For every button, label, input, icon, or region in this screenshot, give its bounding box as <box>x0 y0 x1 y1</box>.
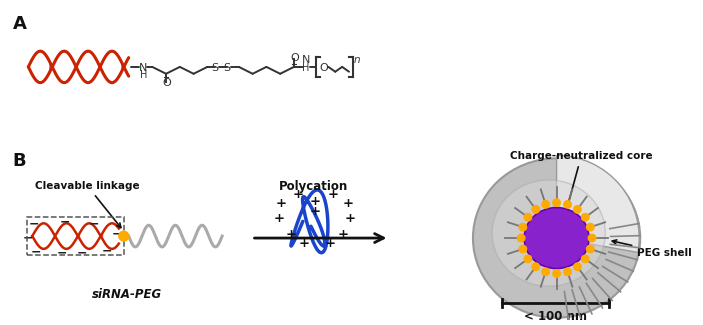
Text: N: N <box>302 55 310 65</box>
Text: S: S <box>224 63 231 73</box>
Text: N: N <box>139 63 148 73</box>
Text: +: + <box>292 188 304 201</box>
Circle shape <box>119 231 129 241</box>
Text: +: + <box>273 212 285 225</box>
Text: −: − <box>56 246 67 259</box>
Circle shape <box>574 206 581 213</box>
Ellipse shape <box>524 208 589 268</box>
Text: +: + <box>276 197 287 210</box>
Text: O: O <box>319 63 328 73</box>
Text: PEG shell: PEG shell <box>612 240 692 258</box>
Circle shape <box>586 223 594 231</box>
Text: −: − <box>29 218 39 231</box>
Circle shape <box>532 206 539 213</box>
Circle shape <box>542 268 549 276</box>
Circle shape <box>517 234 525 242</box>
Circle shape <box>581 214 589 221</box>
Circle shape <box>519 223 527 231</box>
Text: Polycation: Polycation <box>279 180 348 193</box>
Text: +: + <box>342 197 354 210</box>
Circle shape <box>574 263 581 270</box>
Text: A: A <box>13 15 27 33</box>
Text: +: + <box>325 238 336 251</box>
Circle shape <box>564 201 572 208</box>
Text: +: + <box>298 238 309 251</box>
Text: B: B <box>13 152 26 171</box>
Circle shape <box>524 255 531 263</box>
Wedge shape <box>557 155 639 253</box>
Circle shape <box>519 245 527 253</box>
Text: +: + <box>285 227 297 240</box>
Text: n: n <box>354 55 360 65</box>
Text: −: − <box>76 246 86 259</box>
Text: +: + <box>310 205 321 218</box>
Text: H: H <box>140 70 147 80</box>
Text: +: + <box>337 227 349 240</box>
Text: O: O <box>290 53 299 63</box>
Text: −: − <box>60 216 70 229</box>
Text: O: O <box>162 78 172 88</box>
Text: Cleavable linkage: Cleavable linkage <box>35 181 140 227</box>
Text: +: + <box>310 195 321 208</box>
Circle shape <box>586 245 594 253</box>
Text: S: S <box>212 63 219 73</box>
Text: −: − <box>112 227 122 240</box>
Text: < 100 nm: < 100 nm <box>524 310 587 323</box>
Text: −: − <box>102 244 112 257</box>
Circle shape <box>588 234 595 242</box>
Ellipse shape <box>492 180 605 286</box>
Circle shape <box>542 201 549 208</box>
Text: −: − <box>89 218 100 231</box>
Text: −: − <box>23 231 34 244</box>
Text: +: + <box>328 188 339 201</box>
Circle shape <box>532 263 539 270</box>
Bar <box>27 217 124 255</box>
Circle shape <box>564 268 572 276</box>
Text: +: + <box>344 212 356 225</box>
Circle shape <box>581 255 589 263</box>
Circle shape <box>524 214 531 221</box>
Circle shape <box>553 270 560 277</box>
Ellipse shape <box>473 158 640 318</box>
Text: siRNA-PEG: siRNA-PEG <box>91 288 162 301</box>
Text: Charge-neutralized core: Charge-neutralized core <box>510 151 652 224</box>
Circle shape <box>553 199 560 206</box>
Text: H: H <box>302 63 309 73</box>
Text: −: − <box>31 245 41 258</box>
